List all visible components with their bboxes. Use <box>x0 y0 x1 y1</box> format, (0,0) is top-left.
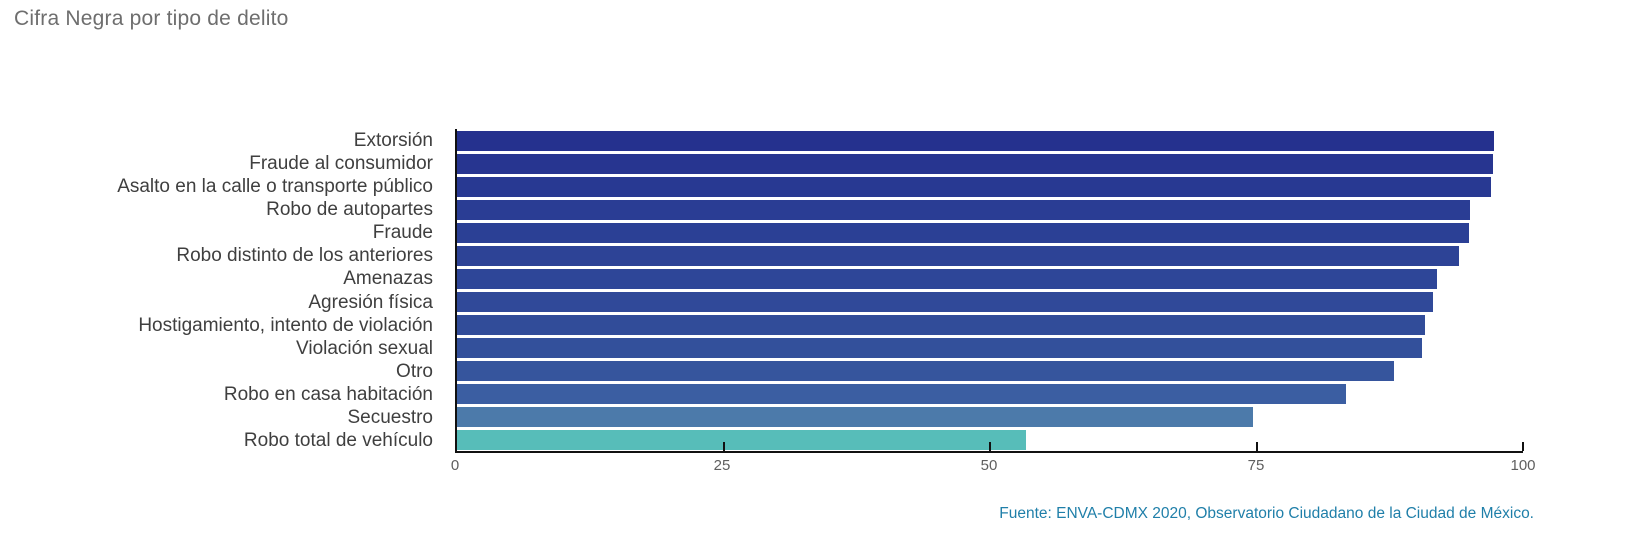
category-label: Hostigamiento, intento de violación <box>138 314 433 336</box>
bar <box>457 130 1495 151</box>
bar <box>457 314 1425 335</box>
category-label: Amenazas <box>343 268 433 290</box>
plot-area <box>455 129 1524 453</box>
bar-row <box>457 359 1523 382</box>
bar-row <box>457 175 1523 198</box>
bar-row <box>457 267 1523 290</box>
bar <box>457 199 1470 220</box>
x-axis-tick-label: 50 <box>980 457 998 474</box>
bar <box>457 291 1434 312</box>
bar-row <box>457 336 1523 359</box>
x-axis-tick-mark <box>722 442 725 451</box>
category-label: Violación sexual <box>296 337 433 359</box>
category-label: Robo distinto de los anteriores <box>176 245 433 267</box>
x-axis-tick-label: 0 <box>450 457 460 474</box>
chart-title: Cifra Negra por tipo de delito <box>14 7 289 30</box>
x-axis-tick-mark <box>1522 442 1524 451</box>
x-axis-tick-label: 25 <box>713 457 731 474</box>
bar-row <box>457 221 1523 244</box>
bar-row <box>457 290 1523 313</box>
bar-row <box>457 382 1523 405</box>
bar <box>457 222 1469 243</box>
category-label: Robo de autopartes <box>266 198 433 220</box>
bar-row <box>457 244 1523 267</box>
bar <box>457 176 1492 197</box>
x-axis-tick-label: 100 <box>1510 457 1536 474</box>
category-label: Asalto en la calle o transporte público <box>117 175 433 197</box>
bar <box>457 360 1394 381</box>
bar-row <box>457 405 1523 428</box>
category-label: Otro <box>396 360 433 382</box>
x-axis-tick-labels: 0 25 50 75 100 <box>451 457 1536 477</box>
bar <box>457 268 1437 289</box>
x-axis-tick-mark <box>1255 442 1258 451</box>
bar <box>457 337 1422 358</box>
bar-row <box>457 428 1523 451</box>
category-label: Fraude <box>372 222 433 244</box>
bar <box>457 406 1254 427</box>
bar-row <box>457 129 1523 152</box>
category-label: Robo en casa habitación <box>223 384 433 406</box>
y-axis-category-labels: Extorsión Fraude al consumidor Asalto en l… <box>0 129 443 453</box>
category-label: Extorsión <box>353 129 433 151</box>
bar <box>457 383 1347 404</box>
bar-row <box>457 152 1523 175</box>
x-axis-tick-label: 75 <box>1247 457 1265 474</box>
category-label: Secuestro <box>347 407 433 429</box>
bar <box>457 429 1027 450</box>
bar-row <box>457 313 1523 336</box>
bar-row <box>457 198 1523 221</box>
category-label: Fraude al consumidor <box>249 152 433 174</box>
bar <box>457 153 1494 174</box>
x-axis-tick-mark <box>989 442 991 451</box>
source-attribution: Fuente: ENVA-CDMX 2020, Observatorio Ciu… <box>999 505 1534 522</box>
category-label: Robo total de vehículo <box>243 430 433 452</box>
bar <box>457 245 1460 266</box>
category-label: Agresión física <box>308 291 433 313</box>
